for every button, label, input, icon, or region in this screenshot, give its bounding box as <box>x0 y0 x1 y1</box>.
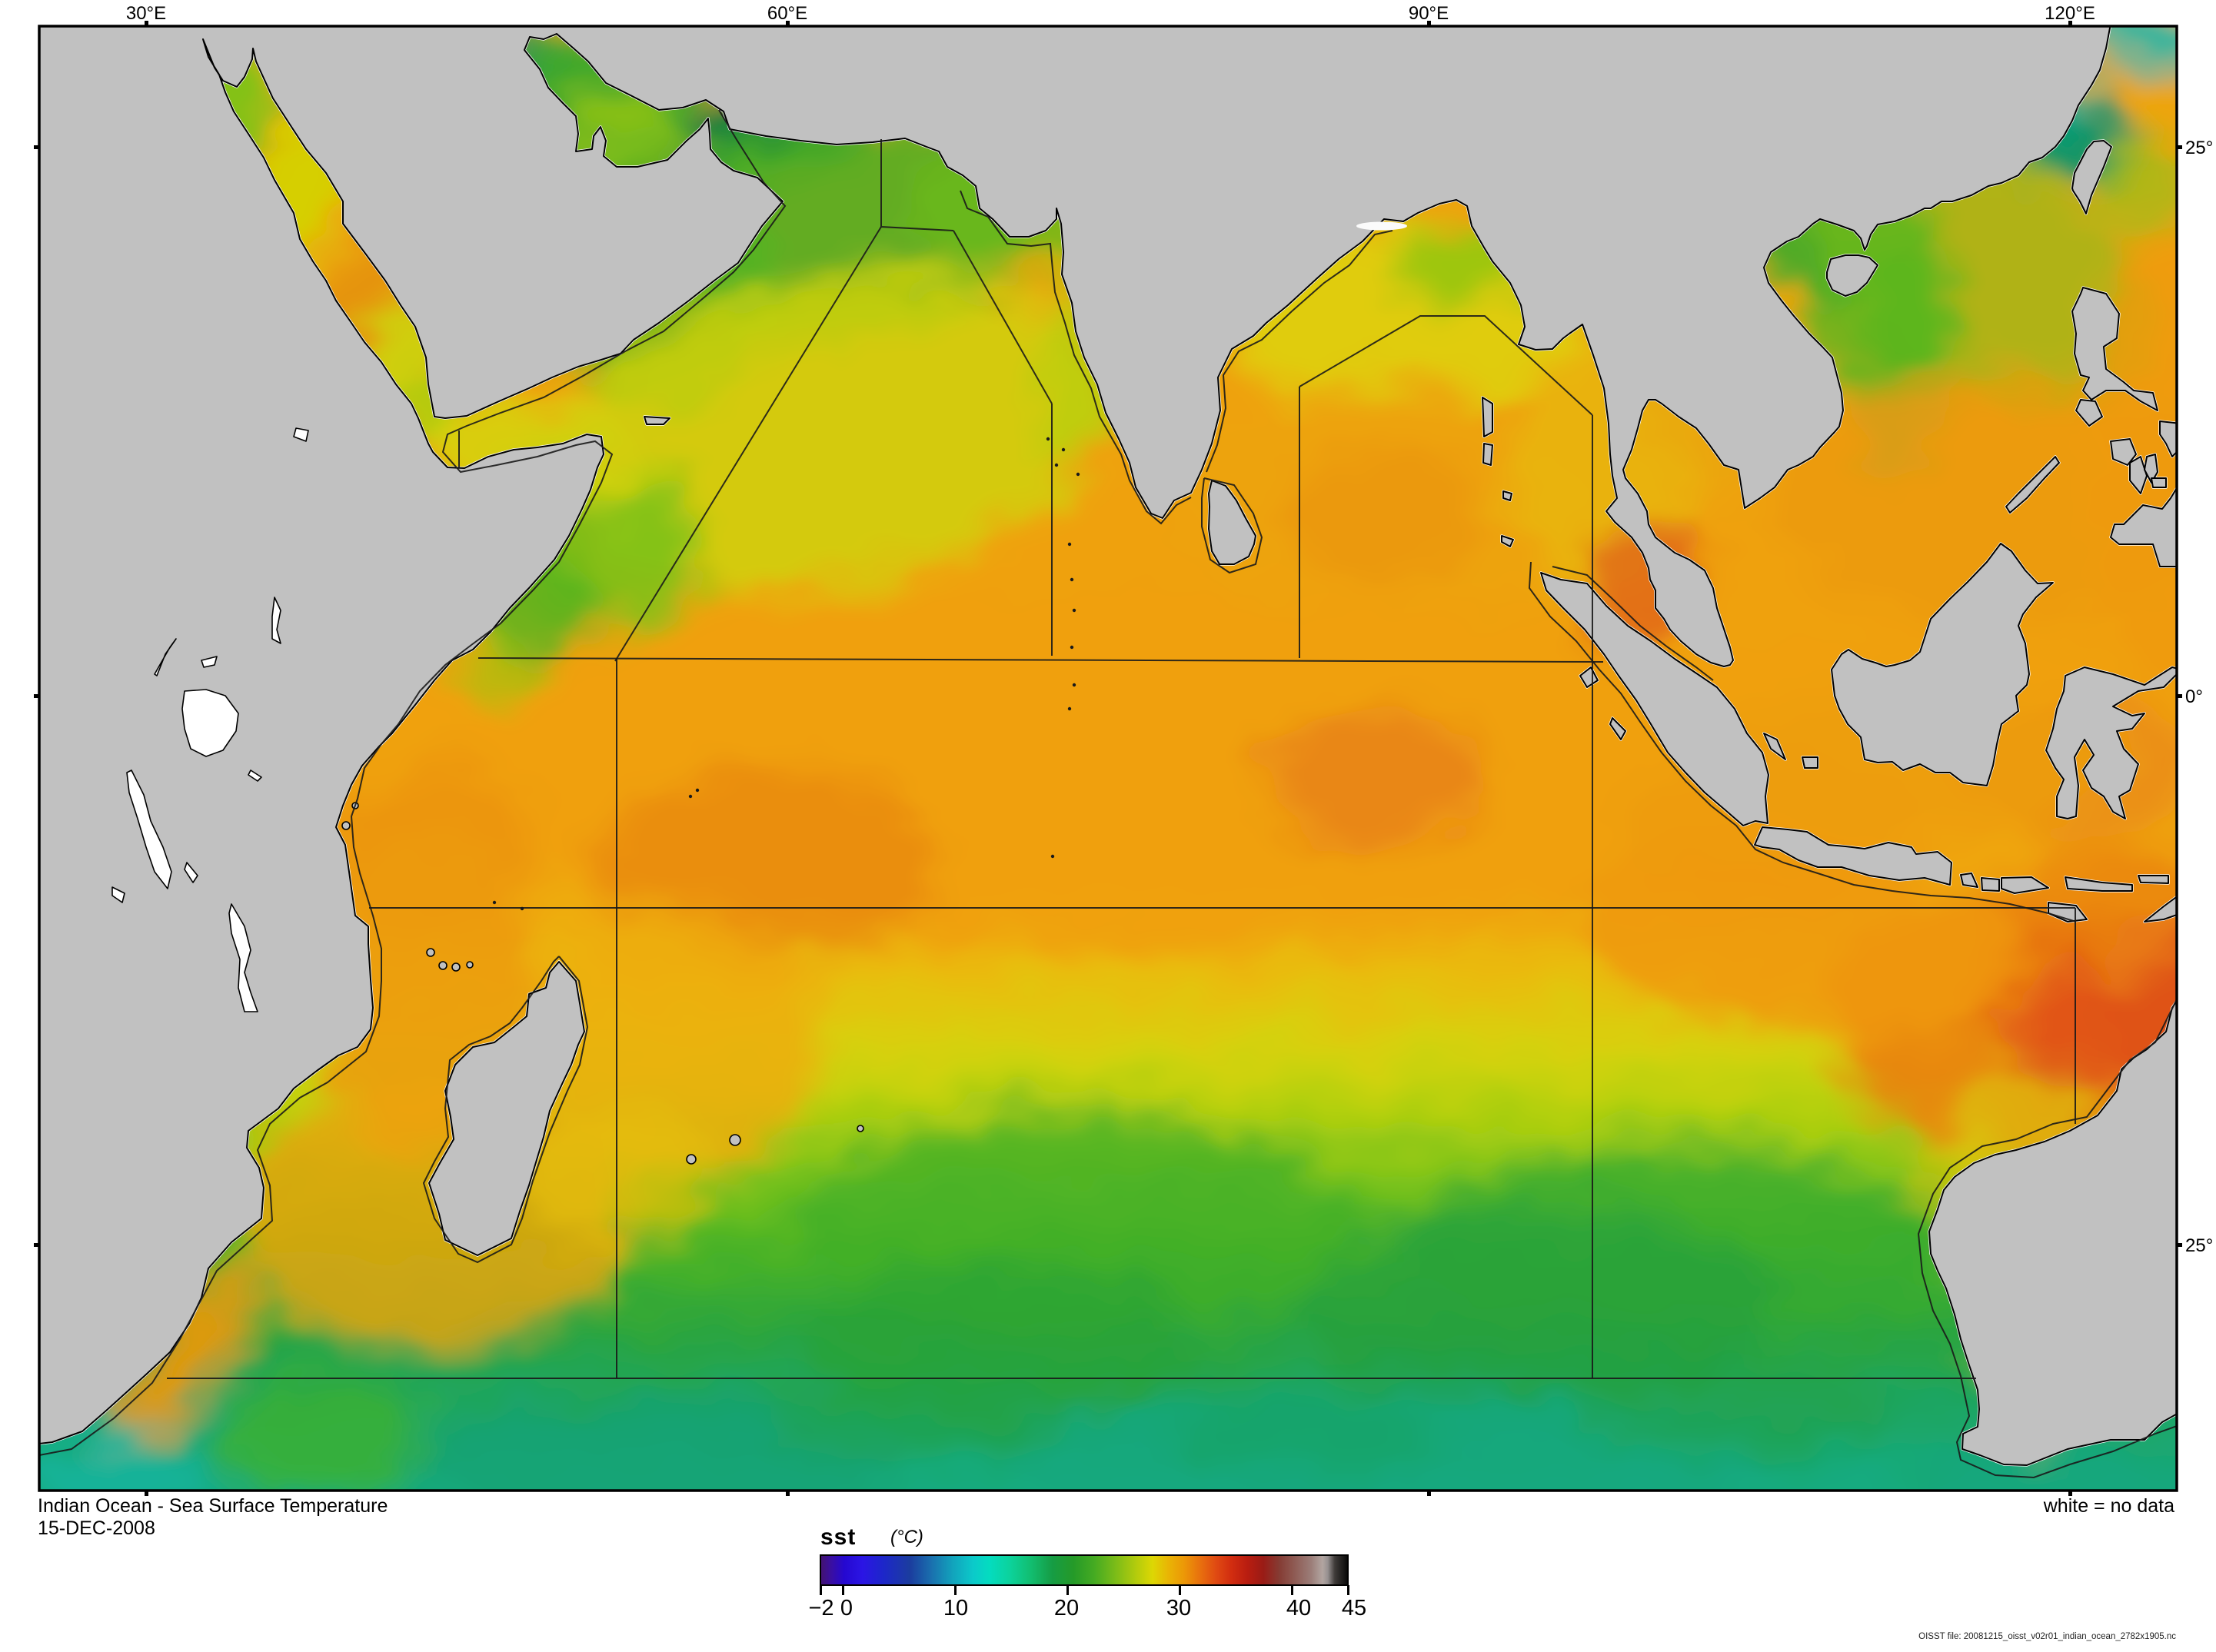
svg-text:10: 10 <box>943 1596 968 1620</box>
svg-text:90°E: 90°E <box>1409 3 1449 24</box>
svg-text:40: 40 <box>1286 1596 1311 1620</box>
svg-text:OISST file: 20081215_oisst_v02: OISST file: 20081215_oisst_v02r01_indian… <box>1918 1632 2176 1641</box>
svg-text:30°E: 30°E <box>126 3 166 24</box>
svg-text:30: 30 <box>1166 1596 1191 1620</box>
svg-text:15-DEC-2008: 15-DEC-2008 <box>38 1517 155 1539</box>
svg-text:0°: 0° <box>2185 686 2203 707</box>
svg-text:−2: −2 <box>808 1596 833 1620</box>
svg-text:25°: 25° <box>2185 1235 2213 1256</box>
svg-text:sst: sst <box>820 1524 856 1550</box>
svg-text:45: 45 <box>1342 1596 1366 1620</box>
svg-text:Indian Ocean - Sea Surface Tem: Indian Ocean - Sea Surface Temperature <box>38 1495 388 1517</box>
svg-text:0: 0 <box>840 1596 853 1620</box>
svg-text:white = no data: white = no data <box>2043 1495 2174 1517</box>
svg-text:60°E: 60°E <box>767 3 807 24</box>
svg-text:25°: 25° <box>2185 138 2213 158</box>
svg-text:120°E: 120°E <box>2045 3 2095 24</box>
svg-text:20: 20 <box>1054 1596 1079 1620</box>
svg-text:(°C): (°C) <box>890 1527 923 1547</box>
